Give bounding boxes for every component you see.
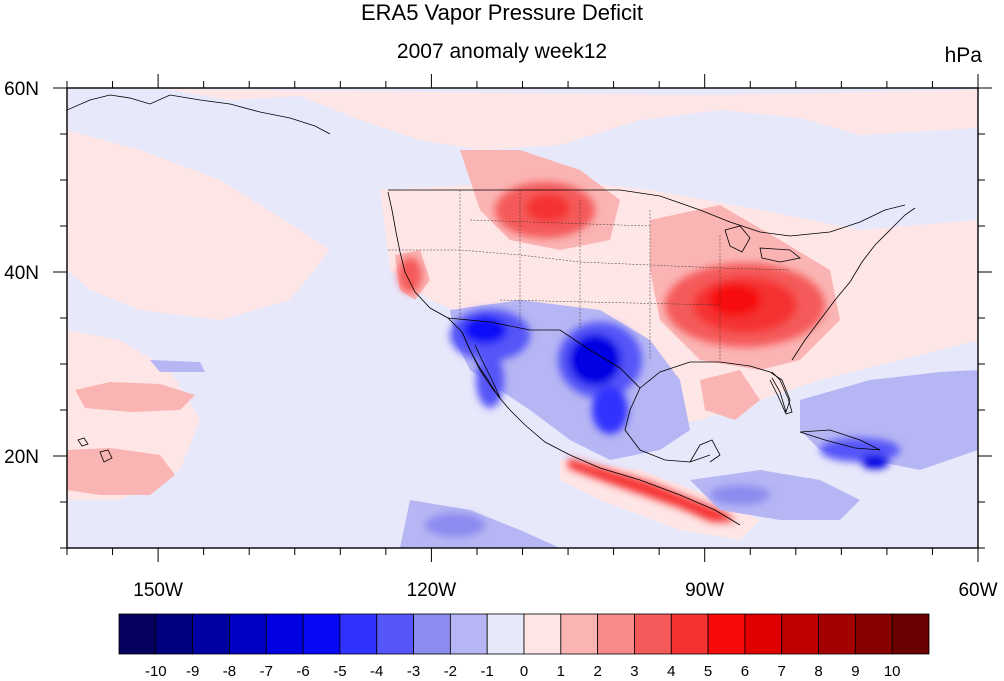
anomaly-region [425, 513, 485, 537]
colorbar-label: 1 [557, 663, 565, 680]
anomaly-region [67, 130, 330, 320]
colorbar-label: 0 [520, 663, 528, 680]
anomaly-region [690, 470, 860, 520]
anomaly-region [710, 485, 770, 505]
anomaly-region [526, 194, 570, 222]
colorbar-label: 5 [704, 663, 712, 680]
anomaly-region [569, 334, 621, 386]
lake [724, 225, 751, 253]
colorbar-swatch [265, 613, 304, 655]
coastline [461, 331, 501, 399]
colorbar-swatch [413, 613, 451, 655]
colorbar-label: -7 [260, 663, 273, 680]
colorbar-swatch [744, 613, 783, 655]
colorbar-label: 2 [593, 663, 601, 680]
colorbar-swatch [818, 613, 856, 655]
state-borders [388, 190, 791, 360]
border [447, 317, 641, 389]
y-tick-label: 40N [4, 263, 39, 284]
colorbar-swatch [118, 613, 157, 655]
anomaly-region [476, 352, 504, 408]
colorbar-label: -9 [186, 663, 199, 680]
colorbar-label: -5 [333, 663, 346, 680]
coastline [799, 429, 881, 451]
anomaly-region [592, 386, 628, 434]
anomaly-region [398, 257, 422, 293]
anomaly-region [568, 458, 735, 522]
colorbar-swatch [854, 613, 893, 655]
coastline [769, 371, 793, 415]
colorbar-label: 8 [814, 663, 822, 680]
axis-ticks [53, 74, 992, 562]
colorbar-swatch [781, 613, 819, 655]
map-title: ERA5 Vapor Pressure Deficit [360, 0, 644, 25]
y-tick-label: 20N [4, 447, 39, 468]
anomaly-region [150, 360, 205, 372]
colorbar-label: -4 [370, 663, 383, 680]
colorbar-swatch [449, 613, 488, 655]
anomaly-region [700, 370, 760, 420]
colorbar-label: 10 [884, 663, 901, 680]
colorbar-swatch [597, 613, 635, 655]
anomaly-field [67, 88, 978, 548]
colorbar-label: 9 [851, 663, 859, 680]
colorbar-swatch [302, 613, 341, 655]
colorbar-swatch [486, 613, 525, 655]
state-border [469, 219, 721, 306]
colorbar-swatch [376, 613, 414, 655]
colorbar-swatch [560, 613, 599, 655]
colorbar: -10 -9 -8 -7 -6 -5 -4 -3 -2 -1 0 1 2 3 4 5 6 7 8 9 10 [118, 613, 930, 680]
colorbar-swatch [523, 613, 562, 655]
colorbar-swatch [891, 613, 930, 655]
y-tick-label: 60N [4, 79, 39, 100]
colorbar-label: 6 [741, 663, 749, 680]
coastline [67, 94, 331, 135]
lake [759, 247, 801, 263]
colorbar-label: -6 [296, 663, 309, 680]
coastline [77, 437, 113, 463]
coastline [569, 454, 741, 526]
colorbar-label: 3 [630, 663, 638, 680]
anomaly-region [709, 284, 761, 316]
colorbar-label: -1 [481, 663, 494, 680]
colorbar-label: -10 [145, 663, 167, 680]
colorbar-swatch [634, 613, 672, 655]
colorbar-swatch [155, 613, 194, 655]
anomaly-region [861, 455, 889, 469]
coastline [689, 439, 721, 463]
colorbar-label: 7 [778, 663, 786, 680]
colorbar-swatch [192, 613, 230, 655]
state-border [459, 190, 721, 360]
border [388, 189, 906, 237]
anomaly-region [67, 88, 978, 150]
map-subtitle: 2007 anomaly week12 [396, 40, 608, 63]
coastlines [67, 94, 916, 526]
colorbar-swatch [707, 613, 746, 655]
anomaly-region [75, 382, 195, 412]
colorbar-label: -8 [223, 663, 236, 680]
units-label: hPa [944, 44, 982, 67]
colorbar-label: 4 [667, 663, 675, 680]
colorbar-label: -3 [407, 663, 420, 680]
coastline [791, 207, 916, 361]
axis-tick-labels: 150W 120W 90W 60W 60N 40N 20N [4, 79, 997, 601]
x-tick-label: 120W [407, 580, 457, 601]
anomaly-region [67, 448, 175, 495]
x-tick-label: 60W [958, 580, 997, 601]
coastline [639, 361, 791, 414]
colorbar-swatch [229, 613, 267, 655]
x-tick-label: 90W [685, 580, 724, 601]
colorbar-swatch [670, 613, 709, 655]
x-tick-label: 150W [133, 580, 183, 601]
colorbar-swatch [339, 613, 378, 655]
colorbar-label: -2 [444, 663, 457, 680]
